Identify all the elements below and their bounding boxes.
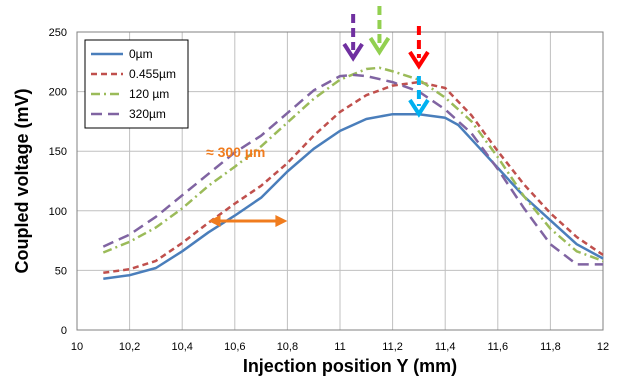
peak-arrow-lower-head — [408, 98, 430, 118]
y-tick-label: 0 — [61, 325, 67, 337]
x-tick-label: 10 — [71, 341, 83, 353]
legend-entry: 320µm — [129, 107, 166, 121]
y-tick-label: 150 — [49, 146, 67, 158]
y-tick-label: 250 — [49, 27, 67, 39]
series-line — [102, 73, 603, 266]
plot-area-border — [76, 31, 604, 331]
x-tick-label: 11,2 — [382, 341, 403, 353]
annotations: ≈ 300 µm — [206, 6, 430, 228]
x-tick-label: 10,6 — [224, 341, 245, 353]
x-tick-label: 11,8 — [540, 341, 561, 353]
peak-arrow-head — [408, 50, 430, 70]
peak-arrow-head — [368, 36, 391, 56]
x-tick-label: 12 — [597, 341, 609, 353]
series-line — [103, 112, 604, 280]
legend-entry: 0µm — [129, 47, 153, 61]
series-line — [102, 66, 604, 263]
x-axis-title: Injection position Y (mm) — [243, 356, 457, 376]
legend-entry: 0.455µm — [129, 67, 176, 81]
legend: 0µm 0.455µm 120 µm 320µm — [84, 39, 189, 129]
y-tick-label: 200 — [49, 87, 67, 99]
series-layer — [102, 66, 604, 280]
y-tick-label: 100 — [49, 206, 67, 218]
peak-arrow-head — [342, 42, 364, 62]
series-line — [103, 80, 604, 275]
x-tick-label: 10,4 — [171, 341, 192, 353]
tick-labels: 10 10,2 10,4 10,6 10,8 11 11,2 11,4 11,6 11,8 12 0 5… — [49, 27, 609, 353]
x-tick-label: 11 — [334, 341, 345, 353]
x-tick-label: 10,8 — [277, 341, 298, 353]
x-tick-label: 11,6 — [488, 341, 509, 353]
x-tick-label: 11,4 — [435, 341, 456, 353]
span-arrow-head-left — [208, 215, 221, 228]
y-axis-title: Coupled voltage (mV) — [12, 88, 32, 273]
legend-entry: 120 µm — [129, 87, 169, 101]
span-arrow-head-right — [275, 215, 288, 228]
y-tick-label: 50 — [55, 265, 67, 277]
span-label: ≈ 300 µm — [206, 144, 265, 160]
x-tick-label: 10,2 — [119, 341, 140, 353]
